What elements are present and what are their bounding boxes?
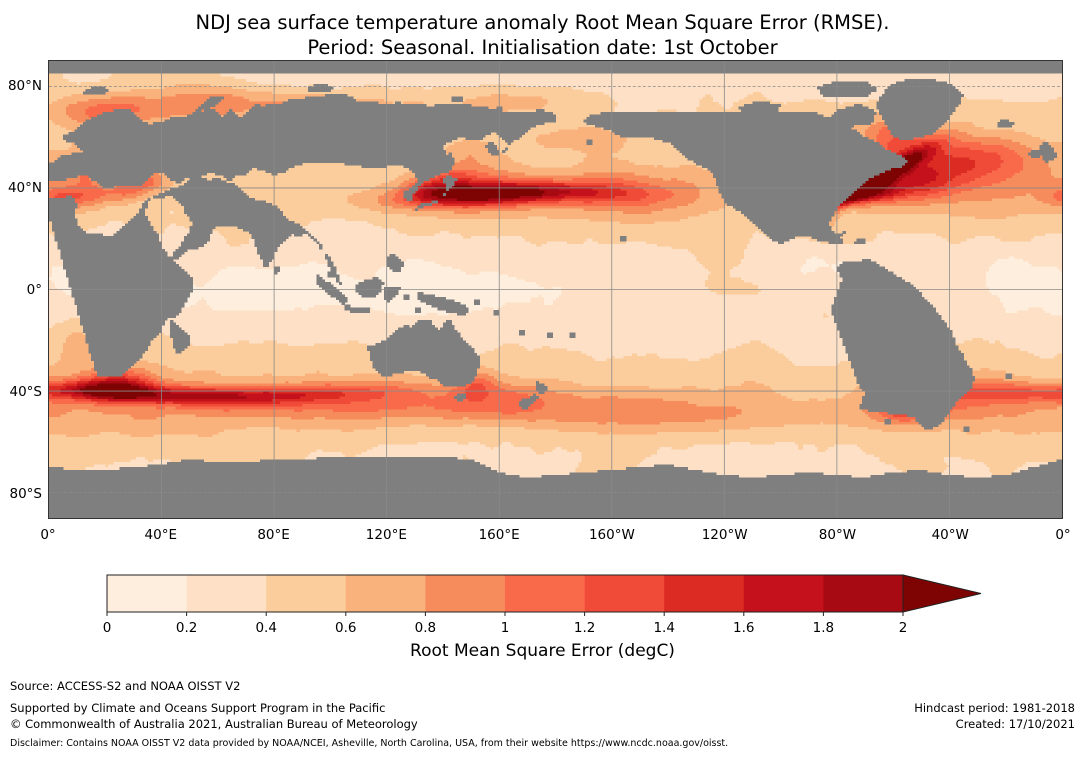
y-axis-tick-4: 80°S <box>0 486 42 502</box>
colorbar-tick-5: 1 <box>501 620 510 636</box>
x-axis-tick-7: 80°W <box>819 527 856 543</box>
map-canvas <box>49 61 1062 518</box>
x-axis-tick-5: 160°W <box>589 527 635 543</box>
colorbar-band-4 <box>425 575 505 612</box>
footer-copyright: © Commonwealth of Australia 2021, Austra… <box>10 717 418 733</box>
colorbar-tick-0: 0 <box>103 620 112 636</box>
colorbar-band-6 <box>585 575 665 612</box>
footer-support-line-1: Supported by Climate and Oceans Support … <box>10 701 418 717</box>
x-axis-tick-4: 160°E <box>479 527 520 543</box>
sst-rmse-map <box>48 60 1063 519</box>
y-axis-tick-3: 40°S <box>0 384 42 400</box>
footer-hindcast-period: Hindcast period: 1981-2018 <box>914 701 1075 717</box>
colorbar-band-3 <box>346 575 426 612</box>
colorbar-tick-1: 0.2 <box>176 620 197 636</box>
footer-meta: Hindcast period: 1981-2018 Created: 17/1… <box>914 701 1075 732</box>
page-title: NDJ sea surface temperature anomaly Root… <box>0 10 1085 60</box>
colorbar-band-0 <box>107 575 187 612</box>
y-axis-tick-2: 0° <box>0 282 42 298</box>
colorbar-canvas <box>0 560 1085 630</box>
colorbar-extend-arrow <box>903 575 981 612</box>
x-axis-tick-1: 40°E <box>145 527 177 543</box>
y-axis-tick-0: 80°N <box>0 78 42 94</box>
colorbar-tick-9: 1.8 <box>813 620 834 636</box>
colorbar-tick-10: 2 <box>899 620 908 636</box>
colorbar-tick-8: 1.6 <box>733 620 754 636</box>
colorbar-band-5 <box>505 575 585 612</box>
x-axis-tick-2: 80°E <box>257 527 289 543</box>
colorbar-label: Root Mean Square Error (degC) <box>0 641 1085 661</box>
footer-source: Source: ACCESS-S2 and NOAA OISST V2 <box>10 679 240 693</box>
colorbar-band-2 <box>266 575 346 612</box>
colorbar-tick-2: 0.4 <box>255 620 276 636</box>
x-axis-tick-6: 120°W <box>702 527 748 543</box>
footer-disclaimer: Disclaimer: Contains NOAA OISST V2 data … <box>10 738 728 749</box>
colorbar-band-7 <box>664 575 744 612</box>
y-axis-tick-1: 40°N <box>0 180 42 196</box>
colorbar-band-9 <box>823 575 903 612</box>
x-axis-tick-0: 0° <box>40 527 55 543</box>
colorbar-band-8 <box>744 575 824 612</box>
footer-created-date: Created: 17/10/2021 <box>914 717 1075 733</box>
colorbar-tick-4: 0.8 <box>415 620 436 636</box>
x-axis-tick-3: 120°E <box>366 527 407 543</box>
colorbar-band-1 <box>187 575 267 612</box>
footer-support: Supported by Climate and Oceans Support … <box>10 701 418 732</box>
x-axis-tick-9: 0° <box>1055 527 1070 543</box>
x-axis-tick-8: 40°W <box>932 527 969 543</box>
colorbar-tick-3: 0.6 <box>335 620 356 636</box>
colorbar-tick-7: 1.4 <box>653 620 674 636</box>
title-line-1: NDJ sea surface temperature anomaly Root… <box>0 10 1085 35</box>
title-line-2: Period: Seasonal. Initialisation date: 1… <box>0 35 1085 60</box>
colorbar-tick-6: 1.2 <box>574 620 595 636</box>
